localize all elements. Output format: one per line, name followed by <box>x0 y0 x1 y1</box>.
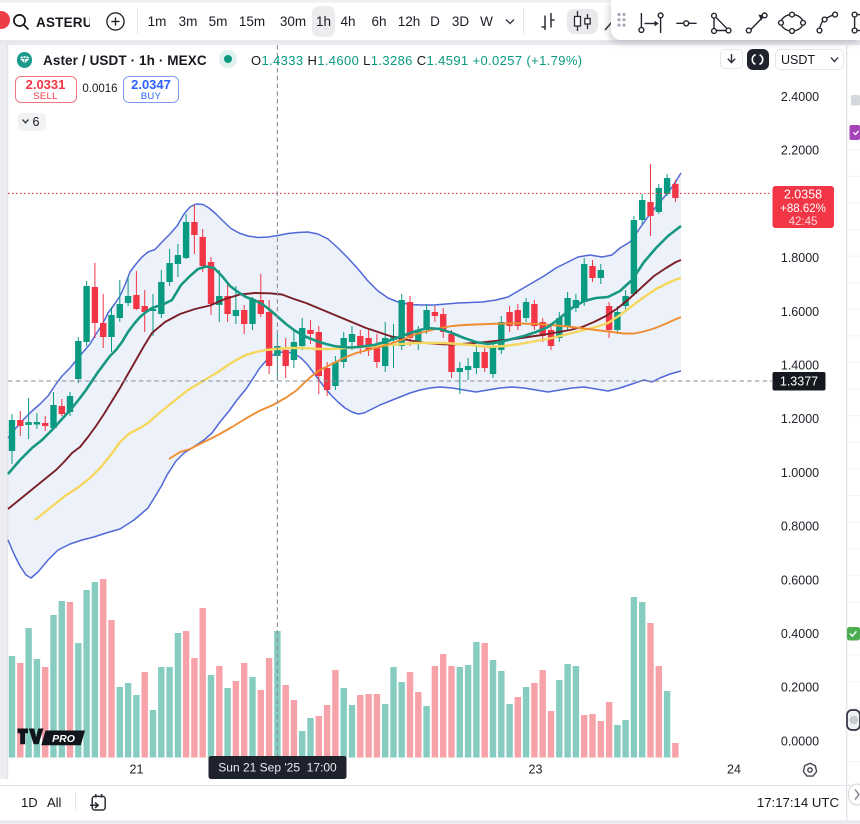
svg-text:0.0000: 0.0000 <box>781 734 819 748</box>
svg-text:1.6000: 1.6000 <box>781 305 819 319</box>
svg-text:0.2000: 0.2000 <box>781 681 819 695</box>
svg-text:0.6000: 0.6000 <box>781 573 819 587</box>
svg-text:0.8000: 0.8000 <box>781 520 819 534</box>
svg-text:2.4000: 2.4000 <box>781 90 819 104</box>
svg-text:1.8000: 1.8000 <box>781 251 819 265</box>
svg-text:+88.62%: +88.62% <box>780 203 826 215</box>
svg-text:Sun 21 Sep '25 17:00: Sun 21 Sep '25 17:00 <box>218 761 337 775</box>
svg-text:23: 23 <box>529 763 543 777</box>
svg-text:21: 21 <box>130 763 144 777</box>
svg-text:2.0358: 2.0358 <box>784 188 822 202</box>
svg-text:2.2000: 2.2000 <box>781 144 819 158</box>
svg-text:1.3377: 1.3377 <box>780 375 818 389</box>
svg-text:24: 24 <box>727 763 741 777</box>
svg-text:1.2000: 1.2000 <box>781 412 819 426</box>
svg-text:PRO: PRO <box>52 733 75 745</box>
svg-text:1.4000: 1.4000 <box>781 358 819 372</box>
svg-text:1.0000: 1.0000 <box>781 466 819 480</box>
svg-text:42:45: 42:45 <box>789 216 818 228</box>
svg-text:0.4000: 0.4000 <box>781 627 819 641</box>
